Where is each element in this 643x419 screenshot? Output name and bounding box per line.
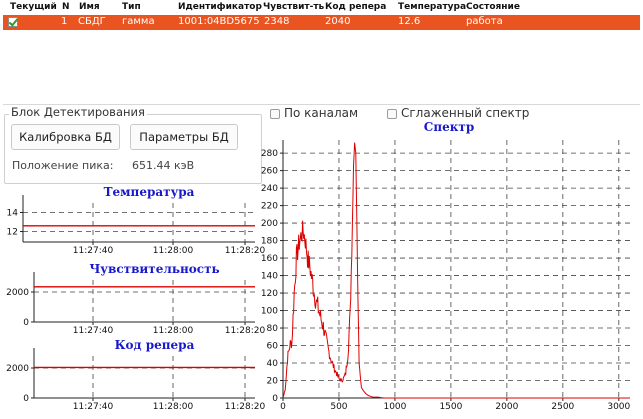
spectrum-series-line bbox=[282, 142, 630, 399]
ref-ytick-label: 2000 bbox=[6, 364, 29, 374]
col-state[interactable]: Состояние bbox=[466, 2, 520, 12]
ref-xtick-label: 11:28:00 bbox=[153, 402, 194, 412]
spectrum-ytick-label: 60 bbox=[267, 342, 279, 352]
smoothed-spectrum-checkbox[interactable] bbox=[387, 109, 397, 119]
cell-name: СБДГ bbox=[78, 16, 106, 27]
spectrum-ytick-label: 220 bbox=[261, 202, 278, 212]
col-ref-code[interactable]: Код репера bbox=[325, 2, 387, 12]
col-current[interactable]: Текущий bbox=[10, 2, 57, 12]
spectrum-xtick-label: 2500 bbox=[551, 402, 574, 412]
by-channels-checkbox[interactable] bbox=[270, 109, 280, 119]
spectrum-ytick-label: 140 bbox=[261, 272, 278, 282]
ref-ytick-label: 0 bbox=[23, 394, 29, 404]
spectrum-ytick-label: 40 bbox=[267, 359, 279, 369]
spectrum-xtick-label: 1500 bbox=[439, 402, 462, 412]
cell-state: работа bbox=[466, 16, 503, 27]
cell-n: 1 bbox=[61, 16, 68, 27]
sens-xtick-label: 11:28:20 bbox=[225, 326, 266, 336]
sens-xtick-label: 11:28:00 bbox=[153, 326, 194, 336]
spectrum-xtick-label: 500 bbox=[330, 402, 347, 412]
spectrum-xtick-label: 3000 bbox=[607, 402, 630, 412]
cell-type: гамма bbox=[122, 16, 155, 27]
ref-xtick-label: 11:27:40 bbox=[73, 402, 114, 412]
current-checkbox[interactable] bbox=[8, 17, 18, 27]
cell-sensitivity: 2348 bbox=[264, 16, 290, 27]
cell-identifier: 1001:04BD5675 bbox=[178, 16, 260, 27]
peak-position-value: 651.44 кэВ bbox=[132, 159, 195, 172]
col-name[interactable]: Имя bbox=[79, 2, 100, 12]
calibration-button[interactable]: Калибровка БД bbox=[11, 124, 120, 150]
ref-plot-title: Код репера bbox=[115, 338, 195, 352]
col-sensitivity[interactable]: Чувствит-ть bbox=[263, 2, 325, 12]
cell-temperature: 12.6 bbox=[398, 16, 421, 27]
table-row[interactable]: 1 СБДГ гамма 1001:04BD5675 2348 2040 12.… bbox=[3, 15, 640, 30]
col-n[interactable]: N bbox=[62, 2, 70, 12]
spectrum-ytick-label: 80 bbox=[267, 324, 279, 334]
spectrum-xtick-label: 2000 bbox=[495, 402, 518, 412]
params-button[interactable]: Параметры БД bbox=[130, 124, 238, 150]
temp-plot-title: Температура bbox=[104, 185, 195, 199]
detector-table: Текущий N Имя Тип Идентификатор Чувствит… bbox=[3, 0, 640, 105]
ref-plot: Код репера 11:27:40 11:28:00 11:28:20 0 2000 bbox=[6, 338, 265, 412]
temp-xtick-label: 11:27:40 bbox=[73, 246, 114, 256]
col-temperature[interactable]: Температура bbox=[398, 2, 467, 12]
sens-plot-title: Чувствительность bbox=[89, 262, 219, 276]
spectrum-xtick-label: 0 bbox=[280, 402, 286, 412]
temp-xtick-label: 11:28:20 bbox=[225, 246, 266, 256]
spectrum-ytick-label: 120 bbox=[261, 289, 278, 299]
sens-ytick-label: 0 bbox=[23, 318, 29, 328]
col-identifier[interactable]: Идентификатор bbox=[178, 2, 262, 12]
detection-block-title: Блок Детектирования bbox=[9, 105, 147, 119]
spectrum-plot: Спектр 0 500 1000 1500 2000 2500 3000 0 20 40 60 80 1… bbox=[261, 120, 631, 412]
table-header: Текущий N Имя Тип Идентификатор Чувствит… bbox=[3, 0, 640, 14]
spectrum-title: Спектр bbox=[424, 120, 474, 134]
spectrum-ytick-label: 280 bbox=[261, 149, 278, 159]
spectrum-ytick-label: 160 bbox=[261, 254, 278, 264]
sens-xtick-label: 11:27:40 bbox=[73, 326, 114, 336]
temp-xtick-label: 11:28:00 bbox=[153, 246, 194, 256]
spectrum-xtick-label: 1000 bbox=[383, 402, 406, 412]
spectrum-ytick-label: 240 bbox=[261, 184, 278, 194]
by-channels-label[interactable]: По каналам bbox=[284, 106, 359, 120]
spectrum-ytick-label: 0 bbox=[272, 394, 278, 404]
spectrum-ytick-label: 200 bbox=[261, 219, 278, 229]
col-type[interactable]: Тип bbox=[122, 2, 141, 12]
spectrum-ytick-label: 20 bbox=[267, 377, 279, 387]
smoothed-spectrum-label[interactable]: Сглаженный спектр bbox=[401, 106, 530, 120]
spectrum-ytick-label: 260 bbox=[261, 167, 278, 177]
sens-ytick-label: 2000 bbox=[6, 288, 29, 298]
sens-plot: Чувствительность 11:27:40 11:28:00 11:28:20… bbox=[6, 262, 265, 336]
spectrum-ytick-label: 180 bbox=[261, 237, 278, 247]
temp-ytick-label: 14 bbox=[7, 209, 19, 219]
peak-position-label: Положение пика: bbox=[12, 159, 114, 172]
ref-xtick-label: 11:28:20 bbox=[225, 402, 266, 412]
cell-ref-code: 2040 bbox=[325, 16, 351, 27]
spectrum-ytick-label: 100 bbox=[261, 307, 278, 317]
temp-plot: Температура 11:27:40 11:28:00 11:28:20 12 14 bbox=[7, 185, 266, 256]
temp-ytick-label: 12 bbox=[7, 228, 18, 238]
